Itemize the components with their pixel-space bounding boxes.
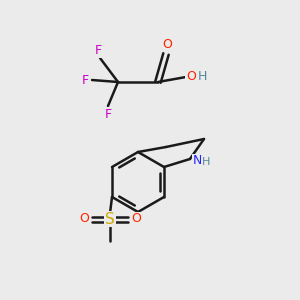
Text: S: S — [105, 212, 115, 226]
Text: O: O — [162, 38, 172, 52]
Text: O: O — [79, 212, 89, 226]
Text: F: F — [81, 74, 88, 86]
Text: N: N — [192, 154, 202, 167]
Text: H: H — [202, 157, 210, 167]
Text: H: H — [197, 70, 207, 83]
Text: F: F — [104, 107, 112, 121]
Text: O: O — [131, 212, 141, 226]
Text: O: O — [186, 70, 196, 83]
Text: F: F — [94, 44, 102, 58]
